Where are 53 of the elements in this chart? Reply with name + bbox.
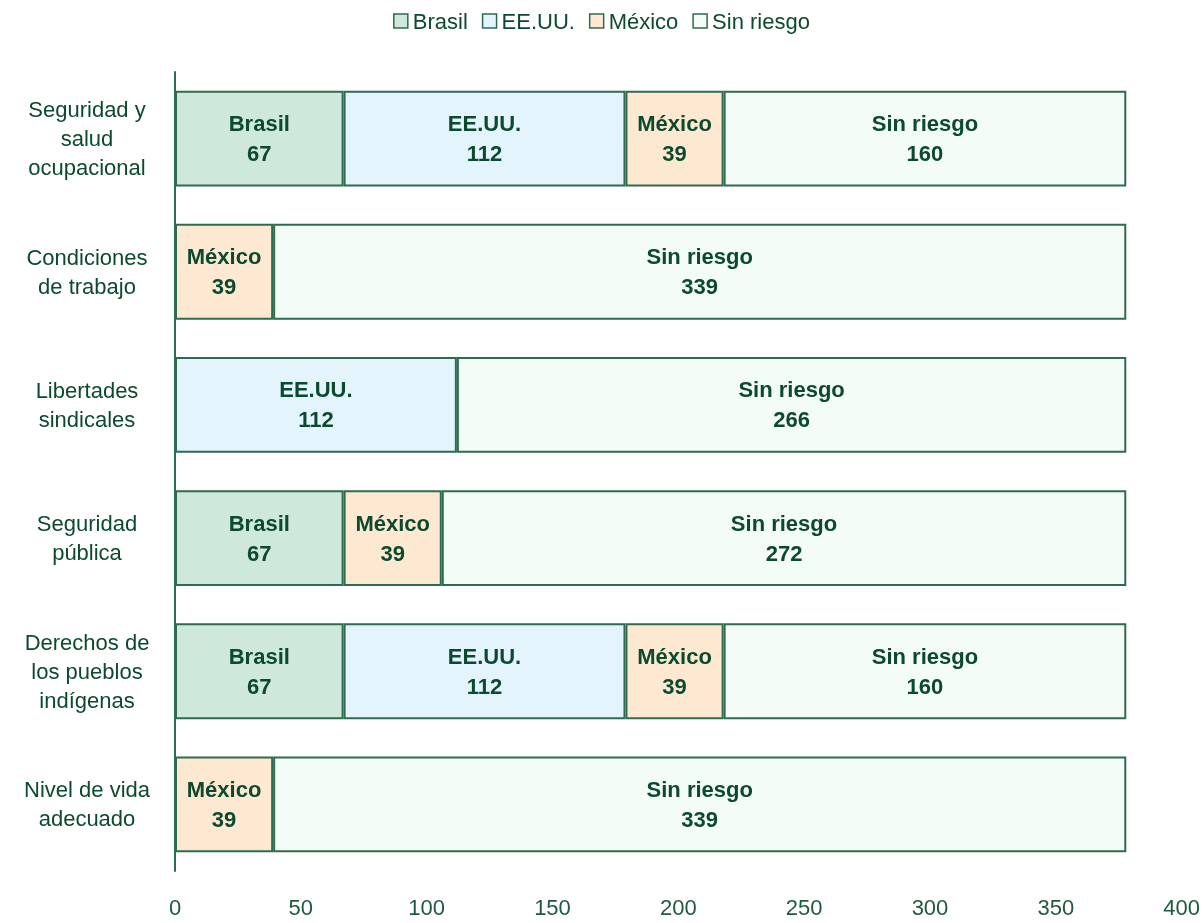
data-label: 39 — [211, 274, 237, 300]
text: Brasil — [228, 111, 290, 137]
y-tick-label: Libertades sindicales — [35, 377, 139, 432]
data-label: 112 — [298, 407, 334, 433]
data-label: 339 — [681, 274, 719, 300]
text: México — [637, 643, 712, 669]
text: Sin riesgo — [730, 510, 838, 536]
x-tick-label: 100 — [408, 894, 446, 920]
text: Sin riesgo — [871, 111, 979, 137]
legend-label: Sin riesgo — [712, 8, 810, 34]
x-tick-label: 0 — [168, 894, 182, 920]
text: Sin riesgo — [871, 643, 979, 669]
x-tick-label: 50 — [288, 894, 314, 920]
data-label: 272 — [765, 540, 803, 566]
x-tick-label: 400 — [1163, 894, 1201, 920]
data-label: 266 — [773, 407, 810, 433]
legend-label: EE.UU. — [501, 8, 575, 34]
x-tick-label: 300 — [911, 894, 949, 920]
text: México — [186, 244, 262, 270]
y-tick-label: Nivel de vida adecuado — [24, 777, 151, 832]
data-label: 112 — [466, 141, 503, 167]
x-tick-label: 350 — [1037, 894, 1075, 920]
text: Brasil — [228, 510, 290, 536]
data-label: 160 — [906, 673, 944, 699]
legend-label: Brasil — [412, 8, 468, 34]
text: Sin riesgo — [738, 377, 845, 403]
y-tick-label: Condiciones de trabajo — [26, 244, 148, 299]
data-label: 67 — [247, 673, 272, 699]
data-label: 112 — [466, 673, 503, 699]
data-label: 39 — [662, 141, 687, 167]
text: EE.UU. — [447, 643, 522, 669]
y-tick-label: Seguridad pública — [36, 511, 138, 566]
text: Sin riesgo — [646, 776, 753, 802]
data-label: 67 — [247, 540, 272, 566]
x-tick-label: 150 — [534, 894, 571, 920]
text: Sin riesgo — [646, 244, 753, 270]
data-label: 39 — [662, 673, 687, 699]
text: Brasil — [228, 643, 290, 669]
data-label: 39 — [380, 540, 405, 566]
text: México — [637, 111, 712, 137]
data-label: 339 — [681, 806, 719, 832]
text: EE.UU. — [447, 111, 522, 137]
text: México — [186, 776, 262, 802]
x-tick-label: 250 — [785, 894, 823, 920]
y-tick-label: Derechos de los pueblos indígenas — [24, 629, 150, 713]
data-label: 67 — [247, 141, 272, 167]
text: México — [355, 510, 430, 536]
data-label: 160 — [906, 141, 944, 167]
legend-label: México — [608, 8, 679, 34]
text: EE.UU. — [279, 377, 353, 403]
x-tick-label: 200 — [659, 894, 697, 920]
data-label: 39 — [211, 806, 237, 832]
y-tick-label: Seguridad y salud ocupacional — [28, 97, 146, 181]
